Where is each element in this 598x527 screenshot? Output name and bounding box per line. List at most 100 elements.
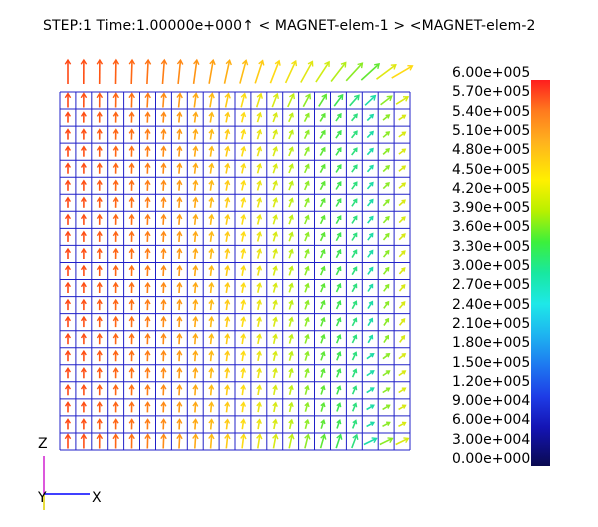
- vector-arrow: [383, 301, 390, 309]
- vector-arrow-head: [96, 264, 103, 271]
- vector-arrow-head: [370, 387, 375, 392]
- vector-arrow-head: [208, 418, 215, 424]
- vector-arrow-head: [64, 349, 71, 356]
- vector-arrow: [257, 249, 261, 259]
- vector-arrow: [178, 419, 181, 430]
- vector-arrow-head: [224, 111, 231, 118]
- vector-arrow-head: [96, 332, 103, 339]
- vector-arrow-head: [384, 317, 390, 323]
- vector-arrow-head: [144, 315, 151, 322]
- vector-arrow-head: [407, 65, 414, 71]
- vector-arrow: [350, 130, 358, 139]
- vector-arrow: [367, 318, 373, 327]
- vector-arrow-head: [272, 231, 278, 237]
- vector-arrow: [225, 300, 229, 311]
- vector-arrow-head: [352, 317, 358, 323]
- vector-arrow-head: [160, 384, 167, 390]
- vector-arrow: [241, 266, 245, 276]
- vector-arrow: [351, 352, 357, 361]
- vector-arrow: [366, 387, 375, 394]
- vector-arrow-head: [352, 266, 358, 272]
- vector-arrow: [272, 129, 278, 140]
- vector-arrow: [351, 147, 358, 156]
- vector-arrow: [257, 283, 261, 293]
- vector-arrow-head: [272, 145, 278, 152]
- vector-arrow: [304, 419, 309, 430]
- vector-arrow: [225, 265, 229, 277]
- vector-arrow: [241, 368, 245, 379]
- vector-arrow-head: [288, 231, 294, 237]
- vector-arrow-head: [160, 230, 167, 237]
- vector-arrow-head: [307, 60, 314, 67]
- vector-arrow-head: [320, 299, 326, 306]
- vector-arrow: [382, 404, 391, 411]
- vector-arrow: [225, 368, 229, 379]
- vector-arrow: [272, 181, 277, 191]
- vector-arrow: [241, 351, 245, 362]
- vector-arrow: [225, 385, 229, 396]
- vector-arrow: [193, 197, 197, 208]
- vector-arrow-head: [208, 332, 215, 339]
- vector-arrow-head: [352, 232, 358, 238]
- vector-arrow-head: [256, 248, 263, 254]
- vector-arrow-head: [160, 162, 167, 169]
- vector-arrow: [367, 301, 374, 310]
- vector-arrow-head: [128, 111, 135, 117]
- vector-arrow-head: [353, 147, 358, 153]
- legend-label: 5.70e+005: [452, 84, 531, 101]
- vector-arrow-head: [320, 418, 326, 425]
- vector-arrow: [225, 112, 229, 123]
- vector-arrow-head: [224, 316, 231, 322]
- vector-arrow-head: [80, 433, 88, 440]
- vector-arrow-head: [240, 316, 247, 322]
- vector-arrow-head: [385, 148, 391, 153]
- legend-label: 4.20e+005: [452, 180, 531, 197]
- vector-arrow-head: [240, 145, 247, 152]
- vector-arrow-head: [320, 367, 326, 374]
- vector-arrow-head: [385, 181, 390, 187]
- vector-arrow: [272, 164, 278, 174]
- vector-arrow-head: [256, 350, 262, 356]
- vector-arrow-head: [112, 366, 119, 373]
- vector-arrow: [254, 60, 264, 84]
- vector-arrow-head: [336, 385, 342, 391]
- vector-arrow-head: [274, 59, 281, 66]
- vector-arrow: [398, 182, 406, 189]
- vector-arrow: [303, 181, 310, 191]
- vector-arrow: [319, 181, 326, 191]
- vector-arrow: [302, 94, 311, 108]
- vector-arrow: [382, 421, 391, 428]
- vector-arrow-head: [385, 387, 391, 392]
- vector-arrow: [382, 199, 390, 207]
- vector-arrow-head: [256, 213, 263, 220]
- vector-arrow-head: [64, 281, 71, 288]
- vector-arrow: [288, 164, 294, 174]
- vector-arrow: [398, 250, 406, 258]
- vector-arrow: [335, 113, 342, 122]
- vector-arrow: [366, 114, 374, 122]
- vector-arrow-head: [272, 333, 278, 339]
- vector-arrow-head: [400, 317, 406, 323]
- vector-arrow: [304, 334, 309, 344]
- vector-arrow-head: [352, 215, 358, 221]
- vector-arrow-head: [240, 299, 247, 305]
- vector-arrow-head: [371, 437, 378, 444]
- vector-arrow-head: [192, 418, 199, 424]
- vector-arrow: [288, 266, 293, 276]
- vector-arrow: [194, 402, 197, 413]
- vector-arrow-head: [192, 162, 199, 169]
- vector-arrow: [225, 419, 229, 430]
- vector-arrow-head: [272, 401, 278, 407]
- vector-arrow: [319, 130, 326, 139]
- vector-arrow-head: [176, 162, 183, 169]
- vector-arrow-head: [304, 433, 311, 440]
- vector-arrow: [288, 334, 293, 344]
- vector-arrow: [269, 60, 280, 84]
- vector-arrow: [335, 434, 342, 449]
- vector-arrow-head: [256, 196, 263, 203]
- vector-arrow-head: [240, 247, 247, 254]
- vector-arrow-head: [368, 249, 374, 255]
- vector-arrow-head: [224, 367, 231, 373]
- vector-arrow: [398, 216, 406, 224]
- vector-arrow-head: [336, 433, 343, 440]
